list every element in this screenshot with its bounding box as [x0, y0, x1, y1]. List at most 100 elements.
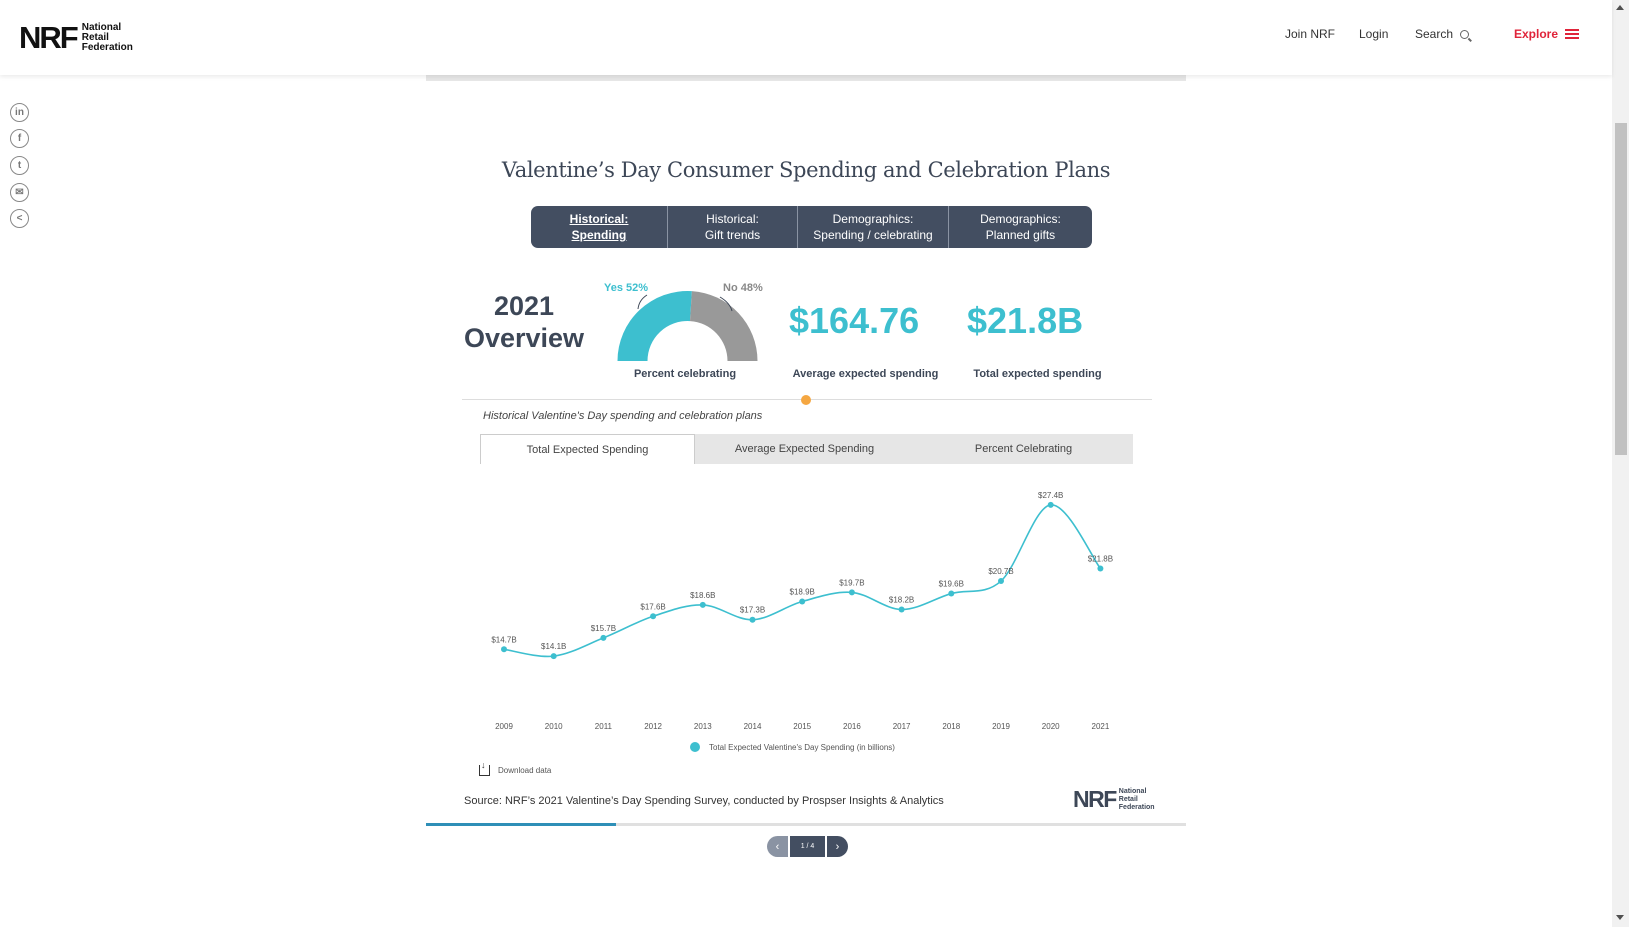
donut-yes-segment	[617, 291, 692, 361]
x-tick-label: 2011	[595, 722, 613, 731]
share-icon[interactable]: <	[10, 209, 29, 228]
x-tick-label: 2020	[1042, 722, 1060, 731]
site-header: NRF National Retail Federation Join NRF …	[0, 0, 1612, 75]
data-label: $18.6B	[690, 591, 715, 600]
overview-heading: 2021 Overview	[463, 291, 585, 353]
page-title: Valentine’s Day Consumer Spending and Ce…	[501, 158, 1111, 182]
legend-label: Total Expected Valentine's Day Spending …	[709, 742, 895, 752]
data-point[interactable]	[1047, 501, 1054, 508]
data-label: $27.4B	[1038, 491, 1063, 500]
explore-label: Explore	[1514, 27, 1559, 41]
download-icon	[479, 760, 490, 776]
twitter-icon[interactable]: t	[10, 156, 29, 175]
x-tick-label: 2013	[694, 722, 712, 731]
x-tick-label: 2014	[744, 722, 762, 731]
tab-historical-spending[interactable]: Historical: Spending	[531, 206, 668, 248]
slide-pager: ‹ 1 / 4 ›	[767, 836, 848, 857]
data-label: $17.3B	[740, 606, 765, 615]
x-tick-label: 2012	[644, 722, 662, 731]
data-point[interactable]	[749, 616, 756, 623]
data-label: $17.6B	[640, 602, 665, 611]
data-label: $18.2B	[889, 595, 914, 604]
slide-progress-fill	[426, 823, 616, 826]
data-label: $20.7B	[988, 567, 1013, 576]
logo-mark: NRF	[19, 20, 79, 55]
download-data-button[interactable]: Download data	[479, 760, 552, 776]
source-text: Source: NRF’s 2021 Valentine’s Day Spend…	[464, 795, 944, 807]
email-icon[interactable]: ✉	[10, 183, 29, 202]
logo-text: National Retail Federation	[81, 21, 133, 53]
data-point[interactable]	[600, 634, 607, 641]
hamburger-icon	[1565, 29, 1580, 39]
prev-slide-button[interactable]: ‹	[767, 836, 788, 857]
search-link[interactable]: Search	[1415, 27, 1470, 41]
data-point[interactable]	[848, 589, 855, 596]
search-icon	[1460, 30, 1470, 39]
chart-tab-average[interactable]: Average Expected Spending	[734, 443, 875, 455]
celebrating-donut-chart	[617, 291, 758, 361]
chart-tab-percent[interactable]: Percent Celebrating	[974, 443, 1073, 455]
data-point[interactable]	[898, 606, 905, 613]
x-tick-label: 2009	[495, 722, 513, 731]
nrf-logo[interactable]: NRF National Retail Federation	[19, 22, 133, 53]
x-tick-label: 2016	[843, 722, 861, 731]
donut-no-label: No 48%	[723, 282, 763, 294]
data-label: $15.7B	[591, 624, 616, 633]
section-tabs: Historical: Spending Historical: Gift tren…	[531, 206, 1092, 248]
x-tick-label: 2019	[992, 722, 1010, 731]
chart-tab-total[interactable]: Total Expected Spending	[480, 434, 695, 464]
data-point[interactable]	[799, 598, 806, 605]
search-label: Search	[1415, 27, 1454, 41]
data-point[interactable]	[650, 613, 657, 620]
explore-menu-button[interactable]: Explore	[1514, 27, 1580, 41]
x-tick-label: 2021	[1092, 722, 1110, 731]
x-tick-label: 2010	[545, 722, 563, 731]
nrf-footer-logo: NRF National Retail Federation	[1073, 786, 1155, 812]
scroll-down-arrow-icon[interactable]	[1616, 915, 1624, 920]
login-link[interactable]: Login	[1359, 27, 1389, 41]
data-point[interactable]	[1097, 565, 1104, 572]
tab-historical-gift-trends[interactable]: Historical: Gift trends	[668, 206, 798, 248]
total-spending-label: Total expected spending	[973, 368, 1102, 380]
overview-indicator-dot	[801, 395, 811, 405]
data-label: $14.7B	[491, 635, 516, 644]
yes-leader-line	[637, 294, 648, 310]
spending-line-chart: $14.7B 2009 $14.1B 2010 $15.7B 2011 $17.6B 2012…	[491, 491, 1113, 731]
data-label: $19.7B	[839, 578, 864, 587]
data-point[interactable]	[948, 590, 955, 597]
next-slide-button[interactable]: ›	[827, 836, 848, 857]
chart-tabs: Total Expected Spending Average Expected…	[480, 434, 1133, 464]
donut-yes-label: Yes 52%	[604, 282, 649, 294]
legend-dot-icon	[690, 742, 700, 752]
data-label: $21.8B	[1088, 555, 1113, 564]
tab-demographics-spending[interactable]: Demographics: Spending / celebrating	[798, 206, 949, 248]
series-line	[503, 504, 1102, 658]
linkedin-icon[interactable]: in	[10, 103, 29, 122]
slide-counter: 1 / 4	[790, 836, 825, 857]
donut-no-segment	[690, 291, 758, 361]
scrollbar-thumb[interactable]	[1615, 123, 1627, 455]
tab-demographics-planned-gifts[interactable]: Demographics: Planned gifts	[980, 212, 1061, 242]
data-label: $18.9B	[790, 588, 815, 597]
average-spending-value: $164.76	[789, 300, 920, 341]
data-point[interactable]	[501, 646, 507, 653]
join-nrf-link[interactable]: Join NRF	[1285, 27, 1336, 41]
data-point[interactable]	[550, 653, 557, 660]
total-spending-value: $21.8B	[967, 300, 1084, 341]
section-top-bar	[426, 75, 1186, 81]
x-tick-label: 2015	[793, 722, 811, 731]
average-spending-label: Average expected spending	[792, 368, 939, 380]
data-label: $14.1B	[541, 642, 566, 651]
x-tick-label: 2018	[942, 722, 960, 731]
percent-celebrating-label: Percent celebrating	[633, 368, 737, 380]
no-leader-line	[719, 296, 733, 312]
data-label: $19.6B	[939, 580, 964, 589]
download-label: Download data	[498, 766, 552, 775]
data-point[interactable]	[998, 578, 1004, 585]
data-point[interactable]	[699, 601, 706, 608]
scroll-up-arrow-icon[interactable]	[1616, 5, 1624, 10]
slide-progress-bar	[426, 823, 1186, 826]
chart-legend[interactable]: Total Expected Valentine's Day Spending …	[690, 742, 895, 752]
chart-caption: Historical Valentine's Day spending and …	[483, 410, 763, 422]
facebook-icon[interactable]: f	[10, 129, 29, 148]
